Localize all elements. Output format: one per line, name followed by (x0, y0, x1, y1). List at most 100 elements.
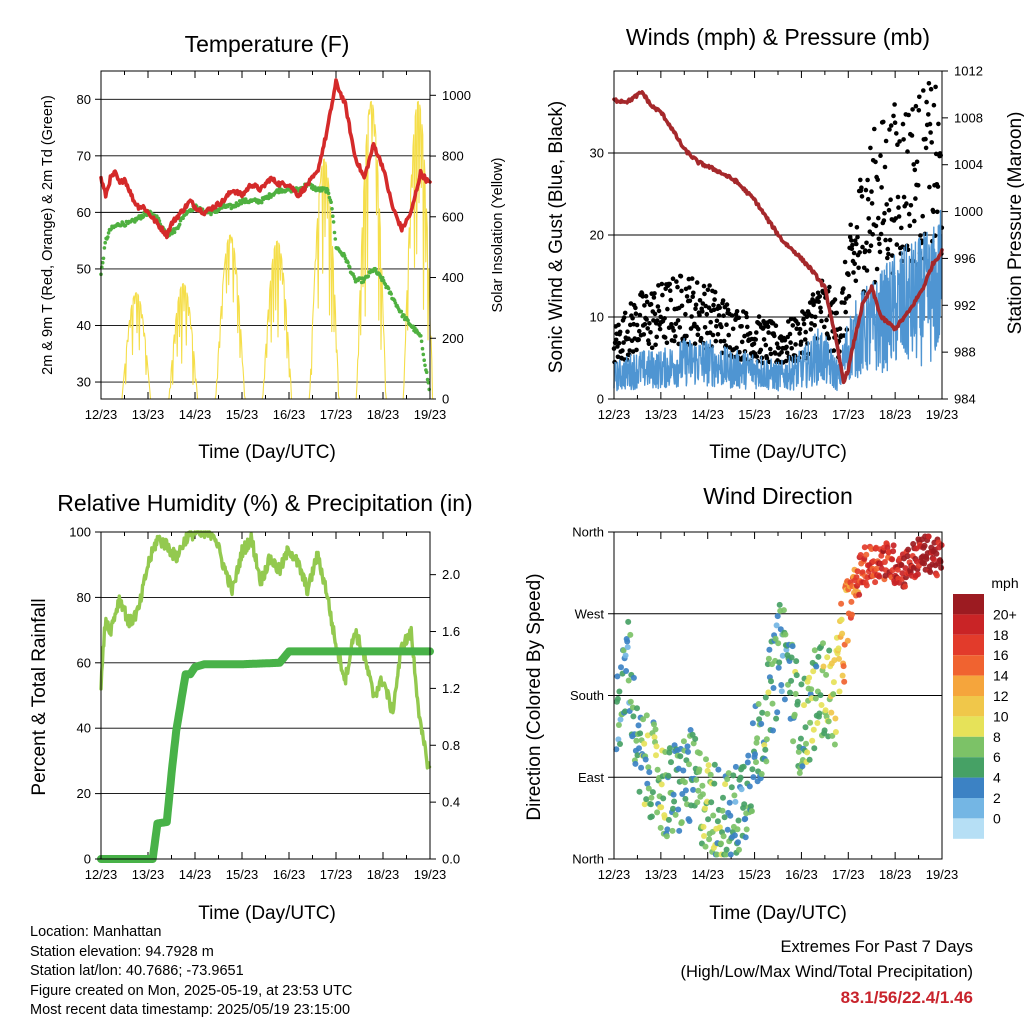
direction-point (764, 710, 771, 717)
direction-point (829, 732, 836, 739)
rh-xtick-label: 16/23 (273, 867, 306, 882)
gust-point (891, 113, 896, 119)
dewpoint-point (102, 246, 107, 250)
gust-point (702, 325, 708, 330)
direction-xlabel: Time (Day/UTC) (709, 903, 847, 924)
gust-point (894, 131, 899, 136)
gust-point (918, 233, 923, 238)
gust-point (875, 177, 880, 182)
direction-point (708, 799, 715, 806)
direction-point (622, 652, 629, 659)
direction-point (761, 742, 768, 748)
gust-point (621, 340, 626, 345)
gust-point (715, 332, 721, 337)
gust-point (935, 184, 941, 189)
gust-point (695, 332, 701, 338)
gust-point (808, 327, 814, 332)
gust-point (784, 344, 789, 350)
gust-point (860, 244, 865, 250)
dewpoint-point (346, 260, 350, 265)
precip-line (97, 647, 434, 863)
gust-point (788, 340, 793, 345)
legend-swatch (953, 634, 984, 656)
gust-point (698, 335, 704, 341)
gust-point (790, 323, 796, 328)
gust-point (914, 159, 920, 165)
direction-point (839, 630, 846, 637)
gust-point (677, 325, 683, 330)
legend-swatch (953, 655, 984, 676)
gust-point (729, 313, 735, 318)
gust-point (878, 153, 883, 158)
gust-point (653, 342, 658, 348)
direction-point (857, 552, 864, 558)
gust-point (727, 345, 733, 350)
gust-point (670, 276, 676, 282)
gust-point (633, 305, 638, 311)
wind-plot-area: 12/23 13/23 14/23 15/23 16/23 17/23 18/23 19/23… (590, 64, 983, 423)
gust-point (827, 284, 832, 290)
wind-y2label: Station Pressure (Maroon) (1005, 112, 1024, 335)
direction-point (696, 750, 703, 757)
dewpoint-point (421, 352, 426, 357)
gust-point (904, 201, 909, 206)
direction-point (737, 774, 744, 781)
direction-point (899, 570, 906, 577)
solar-day-trace (261, 240, 293, 400)
gust-point (756, 314, 762, 319)
gust-point (859, 194, 865, 199)
dewpoint-point (106, 235, 110, 239)
gust-point (895, 194, 901, 200)
direction-point (812, 695, 819, 702)
direction-point (782, 631, 789, 638)
gust-point (815, 290, 821, 296)
direction-point (680, 738, 687, 745)
gust-point (625, 329, 630, 335)
gust-point (644, 299, 650, 305)
temp-y2tick-label: 600 (442, 209, 464, 224)
dewpoint-point (342, 253, 347, 258)
gust-point (852, 261, 857, 267)
gust-point (909, 133, 915, 138)
wind-xlabel: Time (Day/UTC) (709, 442, 847, 463)
gust-point (818, 305, 823, 311)
gust-point (716, 313, 722, 318)
gust-point (644, 317, 649, 322)
direction-point (809, 737, 816, 744)
direction-point (756, 716, 763, 723)
direction-point (772, 635, 779, 642)
gust-point (766, 330, 771, 335)
gust-point (637, 312, 643, 318)
wind-y2tick-label: 992 (954, 298, 976, 313)
dewpoint-point (103, 240, 107, 245)
direction-point (770, 685, 777, 691)
legend-swatch (953, 818, 984, 839)
gust-point (901, 137, 906, 142)
direction-point (711, 780, 718, 787)
dewpoint-point (331, 214, 335, 218)
solar-day-trace (120, 292, 152, 400)
direction-point (808, 686, 815, 693)
direction-point (732, 763, 739, 770)
direction-point (640, 716, 647, 723)
direction-point (826, 647, 833, 654)
gust-point (743, 310, 749, 316)
gust-point (711, 302, 716, 308)
legend-label: 10 (993, 708, 1009, 724)
rh-y2tick-label: 2.0 (442, 567, 460, 582)
gust-point (642, 303, 647, 308)
gust-point (696, 326, 701, 332)
direction-point (776, 601, 783, 608)
direction-point (614, 673, 621, 680)
direction-point (720, 833, 727, 840)
direction-point (779, 652, 786, 659)
gust-point (846, 293, 852, 299)
extremes-title: Extremes For Past 7 Days (780, 938, 973, 956)
dewpoint-point (325, 188, 330, 192)
gust-point (712, 297, 717, 302)
gust-point (642, 322, 648, 327)
gust-point (895, 142, 900, 147)
direction-point (788, 677, 795, 684)
direction-point (742, 834, 749, 841)
direction-point (645, 764, 652, 771)
